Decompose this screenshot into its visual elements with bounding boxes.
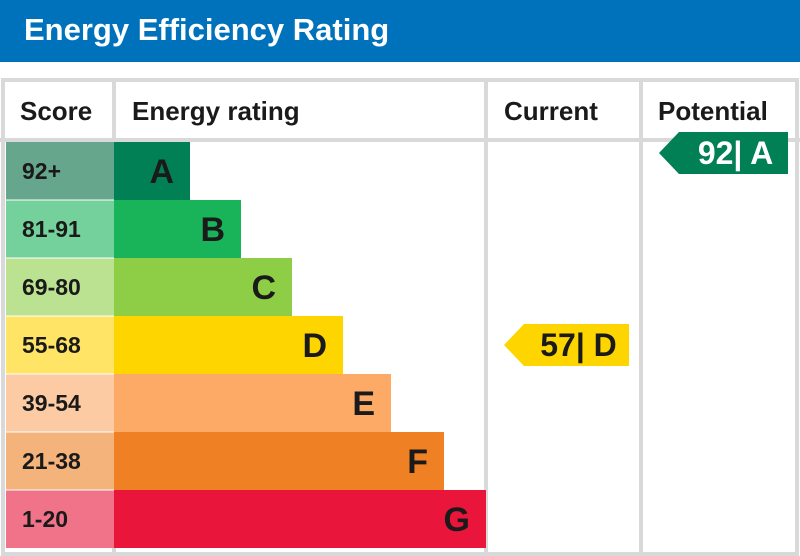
rating-bar [114,374,391,432]
table-border [1,78,799,556]
rating-letter: C [251,269,276,307]
score-range-label: 21-38 [22,448,81,474]
rating-bar [114,200,241,258]
column-headers: Score Energy rating Current Potential [20,96,768,126]
score-cell [6,316,114,374]
score-cell [6,432,114,490]
score-range-label: 1-20 [22,506,68,532]
rating-bar [114,142,190,200]
rating-bands: 92+ A 81-91 B 69-80 C 55-68 D 39-54 E 21-38 F 1-20 G [6,142,486,548]
score-range-label: 92+ [22,158,61,184]
header-potential: Potential [658,96,768,126]
header-bar: Energy Efficiency Rating [0,0,800,62]
potential-rating-arrow [659,132,788,174]
current-rating-label: 57| D [540,327,617,363]
rating-bar [114,316,343,374]
rating-chart: Score Energy rating Current Potential 92+ A 8… [0,78,800,556]
score-cell [6,374,114,432]
rating-table: Score Energy rating Current Potential 92+ A 8… [0,62,800,556]
rating-bar [114,490,486,548]
rating-bar [114,432,444,490]
rating-letter: F [407,443,428,481]
score-cell [6,200,114,258]
score-range-label: 55-68 [22,332,81,358]
rating-bar [114,258,292,316]
score-range-label: 69-80 [22,274,81,300]
header-score: Score [20,96,92,126]
rating-letter: D [302,327,327,365]
chart-title: Energy Efficiency Rating [24,12,390,47]
score-cell [6,490,114,548]
score-range-label: 81-91 [22,216,81,242]
rating-letter: G [444,501,470,539]
score-cell [6,142,114,200]
current-rating-arrow [504,324,629,366]
rating-letter: E [352,385,375,423]
potential-rating-label: 92| A [698,135,773,171]
rating-letter: A [149,153,174,191]
rating-markers: 57| D 92| A [504,132,788,366]
header-current: Current [504,96,598,126]
score-range-label: 39-54 [22,390,81,416]
rating-letter: B [200,211,225,249]
header-energy-rating: Energy rating [132,96,300,126]
score-cell [6,258,114,316]
